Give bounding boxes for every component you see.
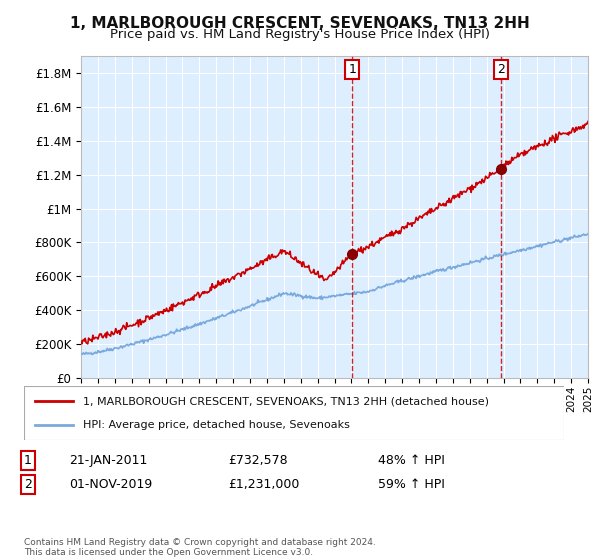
Text: 1, MARLBOROUGH CRESCENT, SEVENOAKS, TN13 2HH (detached house): 1, MARLBOROUGH CRESCENT, SEVENOAKS, TN13… bbox=[83, 396, 490, 407]
Text: £1,231,000: £1,231,000 bbox=[228, 478, 299, 491]
Text: Price paid vs. HM Land Registry's House Price Index (HPI): Price paid vs. HM Land Registry's House … bbox=[110, 28, 490, 41]
Text: 59% ↑ HPI: 59% ↑ HPI bbox=[378, 478, 445, 491]
Text: 1, MARLBOROUGH CRESCENT, SEVENOAKS, TN13 2HH: 1, MARLBOROUGH CRESCENT, SEVENOAKS, TN13… bbox=[70, 16, 530, 31]
FancyBboxPatch shape bbox=[24, 386, 564, 440]
Text: 2: 2 bbox=[24, 478, 32, 491]
Text: 2: 2 bbox=[497, 63, 505, 76]
Text: Contains HM Land Registry data © Crown copyright and database right 2024.
This d: Contains HM Land Registry data © Crown c… bbox=[24, 538, 376, 557]
Text: 1: 1 bbox=[24, 454, 32, 467]
Text: HPI: Average price, detached house, Sevenoaks: HPI: Average price, detached house, Seve… bbox=[83, 419, 350, 430]
Text: 1: 1 bbox=[349, 63, 356, 76]
Text: 21-JAN-2011: 21-JAN-2011 bbox=[69, 454, 148, 467]
Text: 01-NOV-2019: 01-NOV-2019 bbox=[69, 478, 152, 491]
Text: 48% ↑ HPI: 48% ↑ HPI bbox=[378, 454, 445, 467]
Text: £732,578: £732,578 bbox=[228, 454, 287, 467]
